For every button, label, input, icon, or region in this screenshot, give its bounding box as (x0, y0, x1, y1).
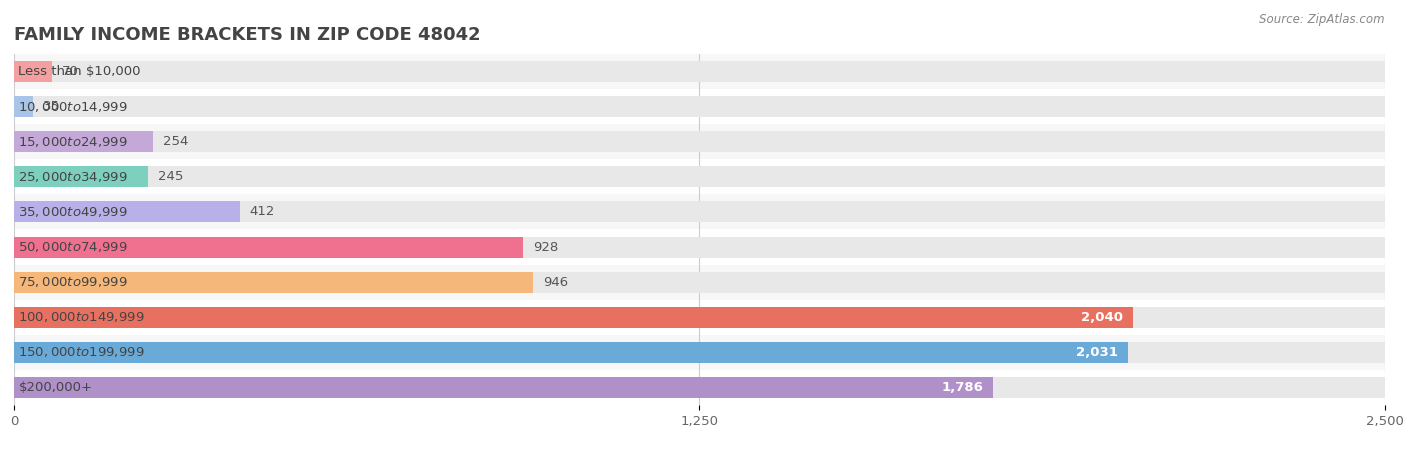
Text: 35: 35 (44, 100, 60, 113)
Bar (14, 131, 1385, 152)
Text: $150,000 to $199,999: $150,000 to $199,999 (18, 345, 145, 360)
Text: $25,000 to $34,999: $25,000 to $34,999 (18, 170, 128, 184)
Bar (14, 335, 1385, 370)
Bar (14, 159, 1385, 194)
Bar (14, 342, 1128, 363)
Text: $75,000 to $99,999: $75,000 to $99,999 (18, 275, 128, 289)
Text: 245: 245 (159, 171, 184, 183)
Bar (14, 131, 153, 152)
Bar (14, 370, 1385, 405)
Text: 254: 254 (163, 135, 188, 148)
Bar (14, 61, 52, 82)
Bar (14, 202, 1385, 222)
Bar (14, 237, 1385, 257)
Text: FAMILY INCOME BRACKETS IN ZIP CODE 48042: FAMILY INCOME BRACKETS IN ZIP CODE 48042 (14, 26, 481, 44)
Text: 2,031: 2,031 (1076, 346, 1118, 359)
Bar (14, 342, 1385, 363)
Bar (14, 194, 1385, 230)
Bar (14, 307, 1133, 328)
Text: Less than $10,000: Less than $10,000 (18, 65, 141, 78)
Text: $35,000 to $49,999: $35,000 to $49,999 (18, 205, 128, 219)
Bar (14, 307, 1385, 328)
Bar (14, 124, 1385, 159)
Text: 412: 412 (250, 206, 276, 218)
Text: $15,000 to $24,999: $15,000 to $24,999 (18, 135, 128, 149)
Bar (14, 166, 1385, 187)
Text: $50,000 to $74,999: $50,000 to $74,999 (18, 240, 128, 254)
Bar (14, 96, 34, 117)
Text: 70: 70 (62, 65, 79, 78)
Bar (14, 54, 1385, 89)
Bar (14, 265, 1385, 300)
Bar (14, 272, 533, 292)
Text: $100,000 to $149,999: $100,000 to $149,999 (18, 310, 145, 324)
Bar (14, 300, 1385, 335)
Bar (14, 272, 1385, 292)
Bar (14, 237, 523, 257)
Text: 928: 928 (533, 241, 558, 253)
Bar (14, 61, 1385, 82)
Bar (14, 202, 240, 222)
Bar (14, 89, 1385, 124)
Bar (14, 166, 149, 187)
Text: $200,000+: $200,000+ (18, 381, 93, 394)
Bar (14, 377, 1385, 398)
Bar (14, 230, 1385, 265)
Text: 1,786: 1,786 (942, 381, 984, 394)
Text: Source: ZipAtlas.com: Source: ZipAtlas.com (1260, 14, 1385, 27)
Text: 2,040: 2,040 (1081, 311, 1123, 324)
Text: $10,000 to $14,999: $10,000 to $14,999 (18, 99, 128, 114)
Bar (14, 377, 994, 398)
Bar (14, 96, 1385, 117)
Text: 946: 946 (543, 276, 568, 288)
